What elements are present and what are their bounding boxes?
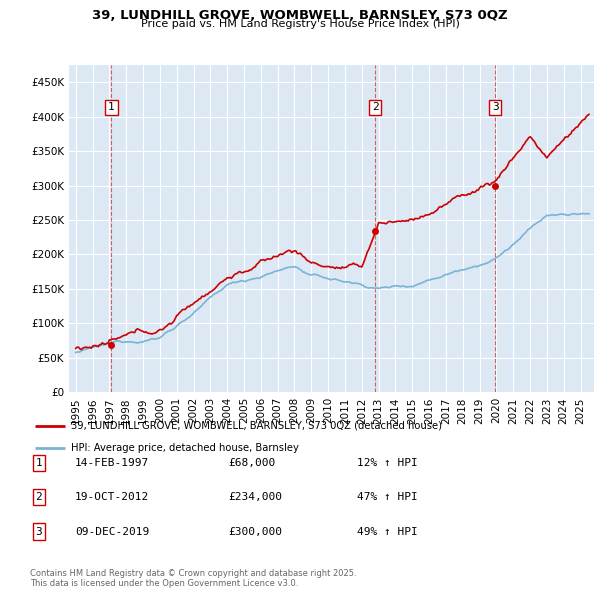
Text: 12% ↑ HPI: 12% ↑ HPI (357, 458, 418, 468)
Text: 3: 3 (35, 527, 43, 536)
Text: 09-DEC-2019: 09-DEC-2019 (75, 527, 149, 536)
Text: 3: 3 (492, 103, 499, 113)
Text: Contains HM Land Registry data © Crown copyright and database right 2025.
This d: Contains HM Land Registry data © Crown c… (30, 569, 356, 588)
Text: £300,000: £300,000 (228, 527, 282, 536)
Text: 39, LUNDHILL GROVE, WOMBWELL, BARNSLEY, S73 0QZ: 39, LUNDHILL GROVE, WOMBWELL, BARNSLEY, … (92, 9, 508, 22)
Text: £234,000: £234,000 (228, 493, 282, 502)
Text: 14-FEB-1997: 14-FEB-1997 (75, 458, 149, 468)
Text: 47% ↑ HPI: 47% ↑ HPI (357, 493, 418, 502)
Text: £68,000: £68,000 (228, 458, 275, 468)
Text: 2: 2 (372, 103, 379, 113)
Text: Price paid vs. HM Land Registry's House Price Index (HPI): Price paid vs. HM Land Registry's House … (140, 19, 460, 30)
Text: 39, LUNDHILL GROVE, WOMBWELL, BARNSLEY, S73 0QZ (detached house): 39, LUNDHILL GROVE, WOMBWELL, BARNSLEY, … (71, 421, 442, 431)
Text: HPI: Average price, detached house, Barnsley: HPI: Average price, detached house, Barn… (71, 442, 299, 453)
Text: 1: 1 (35, 458, 43, 468)
Text: 1: 1 (108, 103, 115, 113)
Text: 19-OCT-2012: 19-OCT-2012 (75, 493, 149, 502)
Text: 2: 2 (35, 493, 43, 502)
Text: 49% ↑ HPI: 49% ↑ HPI (357, 527, 418, 536)
